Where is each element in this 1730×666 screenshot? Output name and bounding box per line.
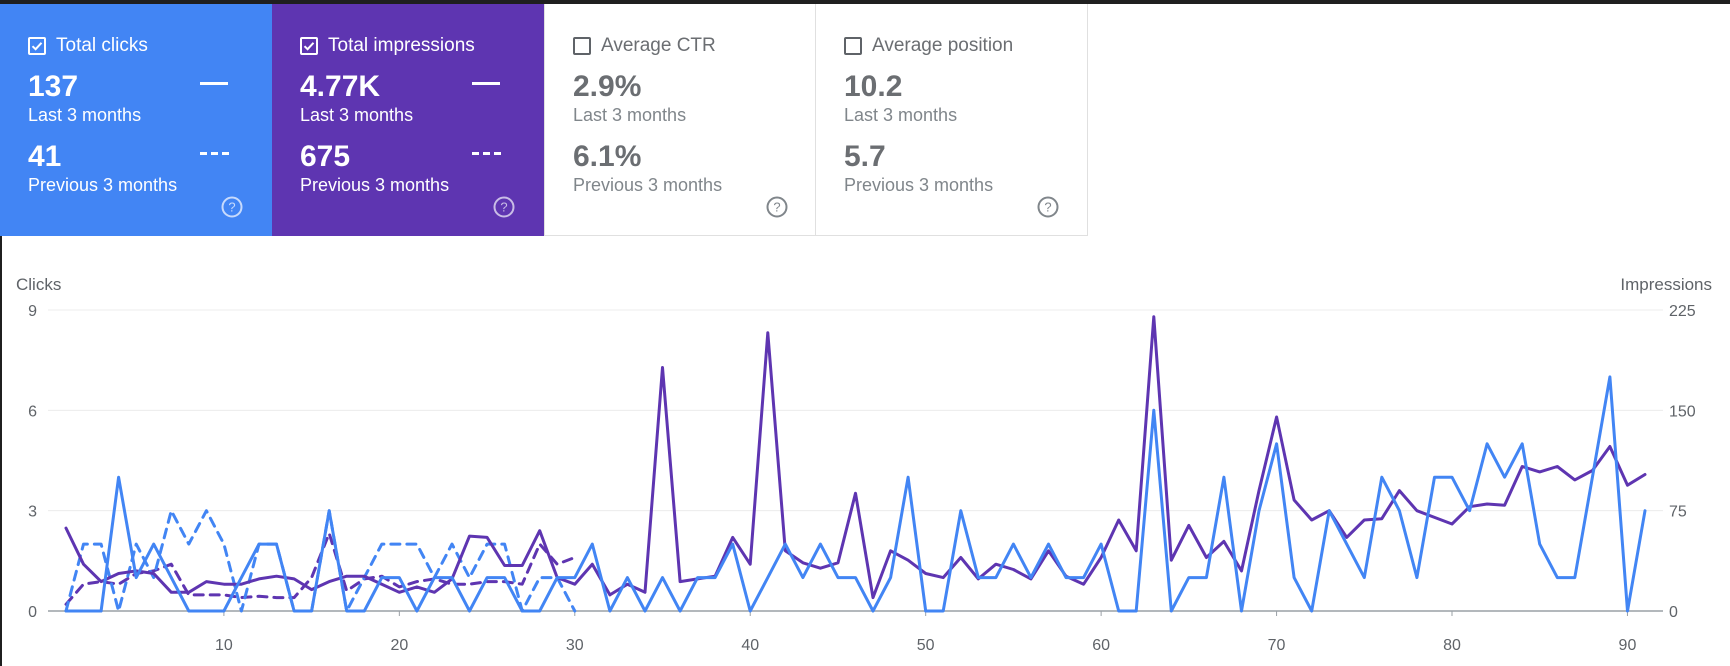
- svg-text:?: ?: [500, 200, 507, 215]
- x-tick-label: 50: [917, 637, 935, 654]
- right-axis-title: Impressions: [1620, 275, 1712, 294]
- solid-line-legend-icon: [200, 82, 228, 85]
- previous-value: 5.7: [844, 140, 886, 173]
- checkbox-unchecked-icon[interactable]: [573, 37, 591, 55]
- right-tick-label: 0: [1669, 604, 1678, 621]
- current-value: 4.77K: [300, 70, 381, 103]
- left-tick-label: 0: [28, 604, 37, 621]
- tick-labels: 0 0 3 75 6 150 9 225 10 20 30 40 50 60 70 80 90: [28, 303, 1696, 654]
- dashed-line-legend-icon: [200, 152, 230, 155]
- left-tick-label: 3: [28, 504, 37, 521]
- card-title: Total clicks: [56, 35, 148, 56]
- current-value: 2.9%: [573, 70, 642, 103]
- card-total-impressions[interactable]: Total impressions 4.77K Last 3 months 67…: [272, 4, 544, 236]
- x-tick-label: 30: [566, 637, 584, 654]
- checkbox-checked-icon[interactable]: [28, 37, 46, 55]
- previous-period-label: Previous 3 months: [573, 175, 723, 195]
- svg-text:?: ?: [1044, 200, 1051, 215]
- card-total-clicks[interactable]: Total clicks 137 Last 3 months 41 Previo…: [0, 4, 272, 236]
- current-period-label: Last 3 months: [300, 105, 414, 125]
- previous-period-label: Previous 3 months: [300, 175, 450, 195]
- x-tick-label: 80: [1443, 637, 1461, 654]
- help-icon[interactable]: ?: [766, 196, 788, 218]
- current-value: 10.2: [844, 70, 903, 103]
- left-axis-title: Clicks: [16, 275, 61, 294]
- clicks-line: [64, 375, 1647, 613]
- svg-text:?: ?: [773, 200, 780, 215]
- card-title: Average position: [872, 35, 1014, 56]
- metric-cards: Total clicks 137 Last 3 months 41 Previo…: [0, 4, 1088, 236]
- svg-text:?: ?: [228, 200, 235, 215]
- current-period-label: Last 3 months: [573, 105, 687, 125]
- previous-value: 675: [300, 140, 351, 173]
- current-period-label: Last 3 months: [844, 105, 958, 125]
- help-icon[interactable]: ?: [493, 196, 515, 218]
- card-average-position[interactable]: Average position 10.2 Last 3 months 5.7 …: [816, 4, 1088, 236]
- help-icon[interactable]: ?: [1037, 196, 1059, 218]
- checkbox-unchecked-icon[interactable]: [844, 37, 862, 55]
- right-tick-label: 75: [1669, 504, 1687, 521]
- x-tick-label: 90: [1619, 637, 1637, 654]
- performance-chart[interactable]: Clicks Impressions 0 0 3 75 6 150 9 225 10 20 30 40…: [0, 260, 1730, 666]
- x-tick-label: 10: [215, 637, 233, 654]
- previous-value: 6.1%: [573, 140, 642, 173]
- x-tick-label: 20: [390, 637, 408, 654]
- left-tick-label: 6: [28, 403, 37, 420]
- current-period-label: Last 3 months: [28, 105, 142, 125]
- impressions-line: [64, 315, 1647, 600]
- previous-period-label: Previous 3 months: [844, 175, 994, 195]
- x-tick-label: 60: [1092, 637, 1110, 654]
- grid-lines: [48, 309, 1663, 616]
- card-average-ctr[interactable]: Average CTR 2.9% Last 3 months 6.1% Prev…: [544, 4, 816, 236]
- series-lines: [64, 315, 1647, 613]
- window-left-border: [0, 4, 2, 666]
- checkbox-checked-icon[interactable]: [300, 37, 318, 55]
- right-tick-label: 225: [1669, 303, 1696, 320]
- x-tick-label: 40: [741, 637, 759, 654]
- previous-value: 41: [28, 140, 62, 173]
- current-value: 137: [28, 70, 79, 103]
- window-top-border: [0, 0, 1730, 4]
- right-tick-label: 150: [1669, 403, 1696, 420]
- dashed-line-legend-icon: [472, 152, 502, 155]
- help-icon[interactable]: ?: [221, 196, 243, 218]
- x-tick-label: 70: [1268, 637, 1286, 654]
- card-title: Average CTR: [601, 35, 716, 56]
- card-title: Total impressions: [328, 35, 475, 56]
- previous-period-label: Previous 3 months: [28, 175, 178, 195]
- solid-line-legend-icon: [472, 82, 500, 85]
- left-tick-label: 9: [28, 303, 37, 320]
